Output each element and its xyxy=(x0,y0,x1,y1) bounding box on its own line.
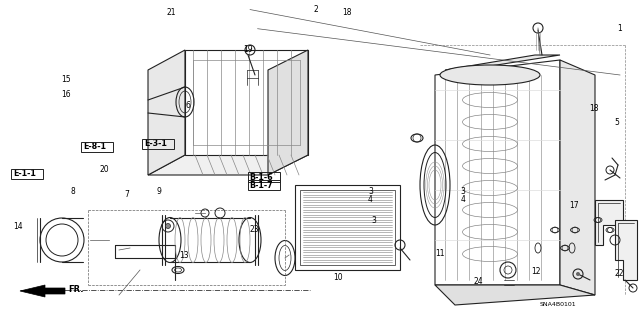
Text: 15: 15 xyxy=(61,75,70,84)
Text: 21: 21 xyxy=(166,8,176,17)
Text: 14: 14 xyxy=(13,222,22,231)
Polygon shape xyxy=(445,55,560,70)
Text: 19: 19 xyxy=(243,45,253,54)
Polygon shape xyxy=(20,285,65,297)
Polygon shape xyxy=(185,50,308,155)
Polygon shape xyxy=(560,60,595,295)
Polygon shape xyxy=(148,155,308,175)
Text: 8: 8 xyxy=(70,187,75,196)
Polygon shape xyxy=(295,185,400,270)
Text: 7: 7 xyxy=(125,190,130,199)
Text: 2: 2 xyxy=(314,5,318,14)
Text: 13: 13 xyxy=(179,251,189,260)
Text: 20: 20 xyxy=(99,165,109,174)
Text: B-1-7: B-1-7 xyxy=(250,181,273,189)
Text: 23: 23 xyxy=(250,225,259,234)
Text: 24: 24 xyxy=(474,277,483,286)
Polygon shape xyxy=(268,50,308,175)
Text: E-3-1: E-3-1 xyxy=(144,139,167,148)
Text: 4: 4 xyxy=(368,195,373,204)
Text: 17: 17 xyxy=(570,201,579,210)
Polygon shape xyxy=(595,200,623,245)
Text: 4: 4 xyxy=(461,195,466,204)
Text: 18: 18 xyxy=(342,8,352,17)
Text: 1: 1 xyxy=(618,24,622,33)
Text: E-1-1: E-1-1 xyxy=(13,169,36,178)
Text: 11: 11 xyxy=(435,249,445,258)
Polygon shape xyxy=(148,50,185,175)
Text: 6: 6 xyxy=(186,101,191,110)
Text: E-8-1: E-8-1 xyxy=(83,142,106,151)
Text: 10: 10 xyxy=(333,273,342,282)
Text: 5: 5 xyxy=(614,118,620,127)
Text: 18: 18 xyxy=(589,104,598,113)
Text: 9: 9 xyxy=(157,187,162,196)
Text: FR.: FR. xyxy=(68,285,83,293)
Polygon shape xyxy=(615,220,637,280)
Text: 3: 3 xyxy=(461,187,466,196)
Text: SNA4B0101: SNA4B0101 xyxy=(540,302,577,308)
Circle shape xyxy=(166,224,170,228)
Text: 12: 12 xyxy=(531,267,541,276)
Text: 16: 16 xyxy=(61,90,70,99)
Text: 3: 3 xyxy=(368,187,373,196)
Text: 3: 3 xyxy=(371,216,376,225)
Ellipse shape xyxy=(440,65,540,85)
Text: B-1-6: B-1-6 xyxy=(250,173,273,182)
Circle shape xyxy=(576,272,580,276)
Polygon shape xyxy=(435,60,560,285)
Text: 22: 22 xyxy=(614,269,624,278)
Polygon shape xyxy=(435,285,595,305)
